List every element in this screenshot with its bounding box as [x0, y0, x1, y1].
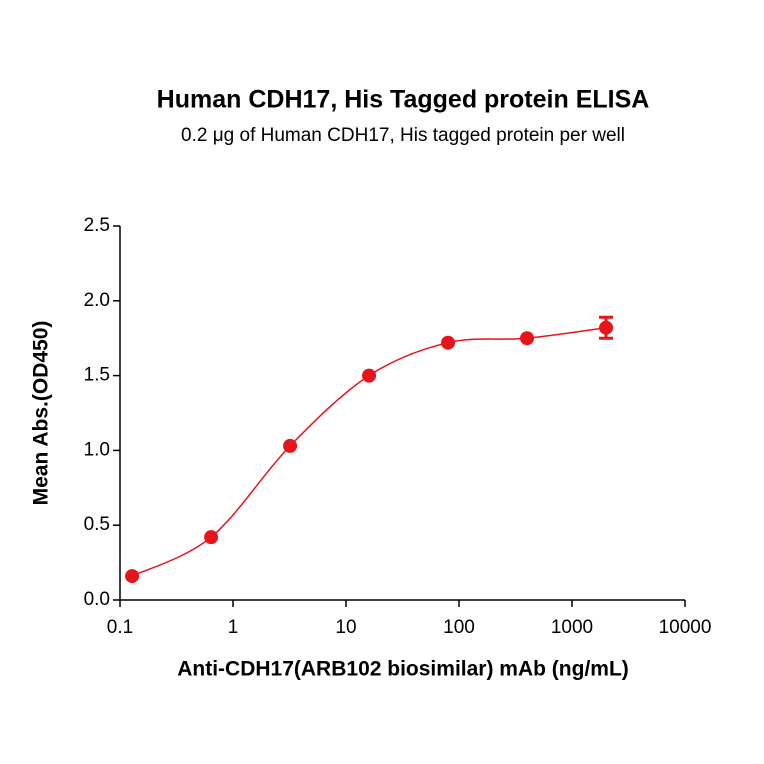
- x-tick-label: 10: [335, 617, 356, 638]
- chart-subtitle: 0.2 μg of Human CDH17, His tagged protei…: [181, 125, 625, 146]
- data-point: [520, 331, 535, 346]
- x-tick-label: 1000: [551, 617, 593, 638]
- y-tick-label: 0.5: [84, 514, 110, 535]
- data-point: [362, 368, 377, 383]
- chart-title: Human CDH17, His Tagged protein ELISA: [157, 86, 650, 114]
- data-point: [204, 530, 219, 545]
- data-point: [441, 335, 456, 350]
- x-axis-label: Anti-CDH17(ARB102 biosimilar) mAb (ng/mL…: [177, 658, 629, 681]
- x-tick-label: 0.1: [107, 617, 133, 638]
- y-tick-label: 2.5: [84, 215, 110, 236]
- y-tick-label: 0.0: [84, 589, 110, 610]
- data-point: [125, 569, 140, 584]
- y-axis-label: Mean Abs.(OD450): [30, 321, 53, 506]
- y-tick-label: 2.0: [84, 290, 110, 311]
- y-tick-label: 1.5: [84, 365, 110, 386]
- data-point: [283, 438, 298, 453]
- fit-curve: [131, 326, 607, 577]
- y-tick-label: 1.0: [84, 439, 110, 460]
- data-point: [599, 320, 614, 335]
- x-tick-label: 10000: [659, 617, 712, 638]
- x-tick-label: 1: [228, 617, 239, 638]
- x-tick-label: 100: [443, 617, 475, 638]
